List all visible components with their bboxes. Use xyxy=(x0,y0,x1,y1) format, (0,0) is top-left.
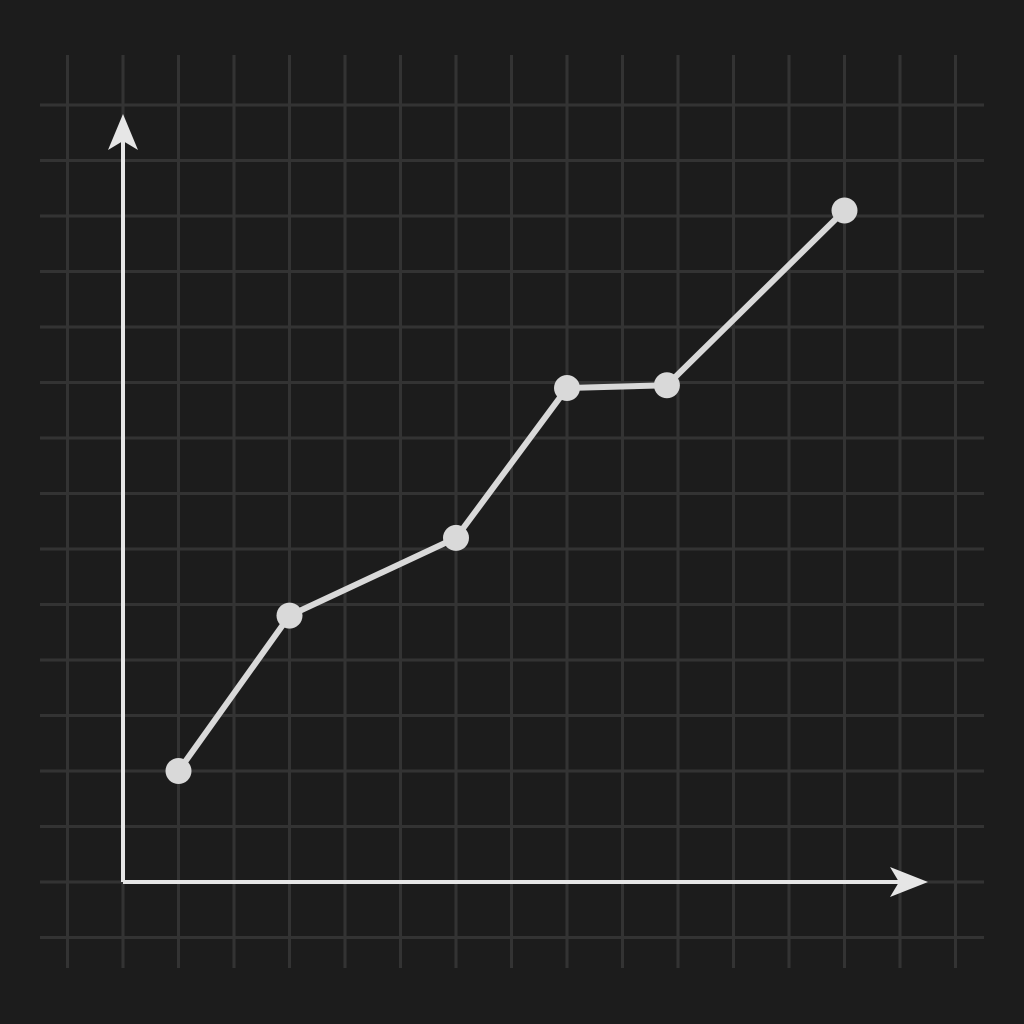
data-point xyxy=(443,524,469,551)
data-point xyxy=(276,602,303,629)
data-point xyxy=(831,197,858,224)
series xyxy=(165,197,858,784)
axes xyxy=(108,114,928,897)
series-line xyxy=(175,207,848,774)
y-axis-arrow-icon xyxy=(108,114,138,150)
data-point xyxy=(554,375,580,402)
data-point xyxy=(165,758,192,784)
x-axis-arrow-icon xyxy=(890,867,928,897)
data-point xyxy=(653,372,680,399)
